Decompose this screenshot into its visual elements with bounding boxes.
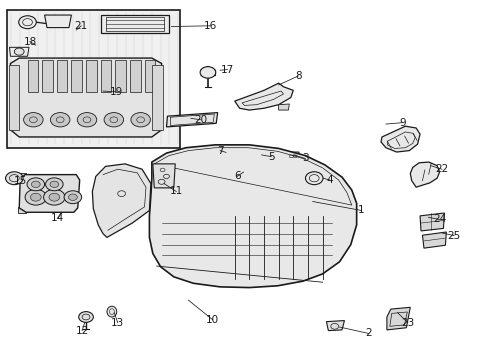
Text: 25: 25 <box>447 231 460 240</box>
Text: 23: 23 <box>401 318 414 328</box>
Polygon shape <box>234 83 293 110</box>
Polygon shape <box>419 213 444 231</box>
Circle shape <box>68 194 77 201</box>
Polygon shape <box>152 65 162 130</box>
Circle shape <box>45 178 63 191</box>
Text: 22: 22 <box>434 164 447 174</box>
Text: 11: 11 <box>169 186 183 197</box>
Circle shape <box>50 113 70 127</box>
Text: 5: 5 <box>267 152 274 162</box>
Circle shape <box>79 312 93 322</box>
Circle shape <box>27 178 44 191</box>
Circle shape <box>104 113 123 127</box>
Polygon shape <box>153 164 175 188</box>
Polygon shape <box>18 173 26 179</box>
Text: 14: 14 <box>51 213 64 223</box>
Circle shape <box>25 189 46 205</box>
Bar <box>6 10 179 148</box>
Circle shape <box>5 172 23 185</box>
Polygon shape <box>9 65 19 130</box>
Polygon shape <box>144 60 155 92</box>
Text: 4: 4 <box>326 175 332 185</box>
Text: 12: 12 <box>75 325 88 336</box>
Polygon shape <box>278 104 289 110</box>
Circle shape <box>131 113 150 127</box>
Polygon shape <box>27 60 38 92</box>
Polygon shape <box>18 207 26 213</box>
Ellipse shape <box>212 149 232 158</box>
Polygon shape <box>130 60 141 92</box>
Circle shape <box>14 48 24 55</box>
Text: 18: 18 <box>23 37 37 46</box>
Text: 15: 15 <box>14 176 27 186</box>
Polygon shape <box>92 164 151 237</box>
Text: 6: 6 <box>233 171 240 181</box>
Text: 16: 16 <box>203 21 217 31</box>
Text: 10: 10 <box>206 315 219 325</box>
Text: 13: 13 <box>111 318 124 328</box>
Polygon shape <box>409 162 439 187</box>
Circle shape <box>200 67 215 78</box>
Polygon shape <box>166 113 217 127</box>
Circle shape <box>49 193 60 201</box>
Polygon shape <box>380 126 419 152</box>
Polygon shape <box>86 60 97 92</box>
Circle shape <box>77 113 97 127</box>
Polygon shape <box>44 15 71 28</box>
Text: 2: 2 <box>365 328 371 338</box>
Polygon shape <box>149 145 356 288</box>
Polygon shape <box>386 307 409 330</box>
Polygon shape <box>422 232 446 248</box>
Polygon shape <box>101 15 168 33</box>
Ellipse shape <box>107 306 117 317</box>
Circle shape <box>305 172 323 185</box>
Circle shape <box>19 16 36 29</box>
Circle shape <box>23 113 43 127</box>
Polygon shape <box>326 320 344 330</box>
Text: 3: 3 <box>302 153 308 163</box>
Text: 24: 24 <box>432 215 445 224</box>
Polygon shape <box>42 60 53 92</box>
Polygon shape <box>57 60 67 92</box>
Circle shape <box>30 193 41 201</box>
Ellipse shape <box>236 168 250 175</box>
Circle shape <box>43 189 65 205</box>
Polygon shape <box>115 60 126 92</box>
Polygon shape <box>287 152 299 159</box>
Polygon shape <box>101 60 111 92</box>
Text: 7: 7 <box>216 145 223 156</box>
Polygon shape <box>253 151 264 157</box>
Text: 19: 19 <box>109 87 122 97</box>
Polygon shape <box>10 58 161 137</box>
Text: 21: 21 <box>74 21 87 31</box>
Text: 20: 20 <box>194 115 207 125</box>
Text: 1: 1 <box>358 206 364 216</box>
Circle shape <box>31 181 40 188</box>
Text: 9: 9 <box>399 118 406 128</box>
Polygon shape <box>9 47 29 56</box>
Polygon shape <box>19 175 80 212</box>
Polygon shape <box>71 60 82 92</box>
Text: 17: 17 <box>221 64 234 75</box>
Text: 8: 8 <box>294 71 301 81</box>
Circle shape <box>64 191 81 204</box>
Circle shape <box>50 181 59 188</box>
